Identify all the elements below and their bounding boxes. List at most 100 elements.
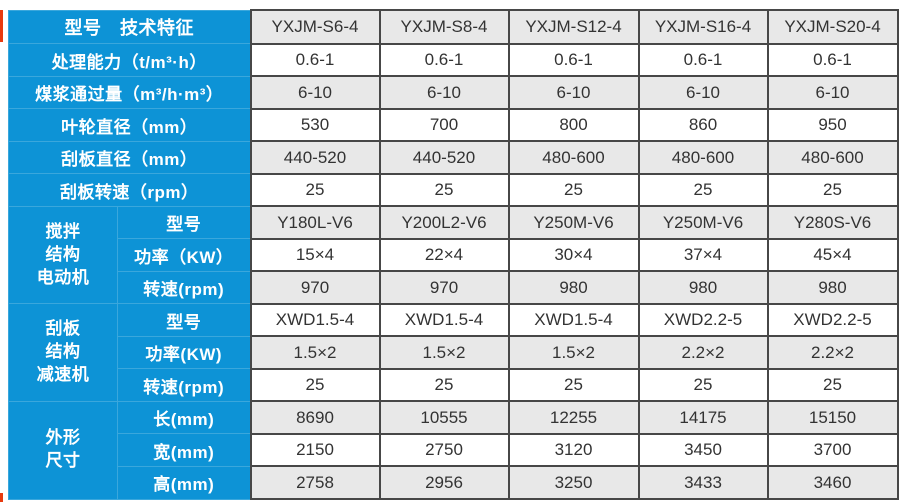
spec-value: 3700 [766, 432, 899, 468]
group-label-line: 尺寸 [45, 451, 81, 471]
spec-value: 0.6-1 [507, 42, 640, 78]
spec-value: 25 [637, 367, 769, 403]
table-row: 刮板 结构 减速机 型号 XWD1.5-4 XWD1.5-4 XWD1.5-4 … [8, 302, 899, 402]
spec-value: 15150 [766, 400, 899, 435]
spec-value: 440-520 [378, 140, 510, 175]
spec-value: 700 [378, 107, 510, 143]
group-label-line: 电动机 [36, 267, 90, 287]
row-label-motor-model: 型号 [117, 205, 251, 240]
spec-value: 970 [378, 270, 510, 305]
spec-value: 15×4 [249, 237, 381, 273]
spec-value: 6-10 [507, 75, 640, 110]
table-row: 高(mm) 2758 2956 3250 3433 3460 [9, 465, 899, 500]
spec-value: 0.6-1 [637, 42, 769, 78]
spec-value: Y180L-V6 [249, 205, 381, 240]
spec-table: 型号 技术特征 YXJM-S6-4 YXJM-S8-4 YXJM-S12-4 Y… [8, 9, 899, 500]
spec-value: 2956 [378, 465, 510, 500]
spec-value: 2.2×2 [637, 335, 769, 370]
spec-value: Y250M-V6 [637, 205, 769, 240]
spec-value: 2.2×2 [766, 335, 899, 370]
table-row: 叶轮直径（mm） 530 700 800 860 950 [8, 107, 899, 143]
spec-value: 3450 [637, 432, 769, 468]
row-label-throughput: 煤浆通过量（m³/h·m³） [8, 75, 251, 110]
group-label-line: 搅拌 [45, 221, 81, 241]
spec-value: 980 [637, 270, 769, 305]
model-header: YXJM-S8-4 [378, 9, 510, 45]
spec-value: 25 [507, 367, 640, 403]
group-label-line: 结构 [45, 342, 81, 362]
spec-value: 480-600 [507, 140, 640, 175]
table-row: 型号 技术特征 YXJM-S6-4 YXJM-S8-4 YXJM-S12-4 Y… [8, 9, 899, 45]
spec-value: Y250M-V6 [507, 205, 640, 240]
spec-value: 860 [637, 107, 769, 143]
spec-value: 14175 [637, 400, 769, 435]
row-label-scraper-diameter: 刮板直径（mm） [8, 140, 251, 175]
spec-value: 1.5×2 [378, 335, 510, 370]
spec-value: 1.5×2 [507, 335, 640, 370]
spec-value: 3120 [507, 432, 640, 468]
model-header: YXJM-S12-4 [507, 9, 640, 45]
group-label-overall-dimensions: 外形 尺寸 [8, 400, 118, 500]
group-label-line: 外形 [45, 428, 81, 448]
spec-value: 25 [507, 172, 640, 208]
spec-value: 25 [766, 172, 899, 208]
spec-value: 480-600 [637, 140, 769, 175]
table-row: 刮板转速（rpm） 25 25 25 25 25 [8, 172, 899, 208]
spec-value: 480-600 [766, 140, 899, 175]
table-row: 转速(rpm) 970 970 980 980 980 [9, 270, 899, 305]
table-row: 功率(KW) 1.5×2 1.5×2 1.5×2 2.2×2 2.2×2 [9, 335, 899, 370]
spec-value: 6-10 [378, 75, 510, 110]
spec-value: XWD1.5-4 [249, 302, 381, 338]
table-row: 转速(rpm) 25 25 25 25 25 [9, 367, 899, 403]
spec-value: 0.6-1 [378, 42, 510, 78]
spec-value: 6-10 [766, 75, 899, 110]
spec-value: 2150 [249, 432, 381, 468]
spec-value: 25 [766, 367, 899, 403]
spec-value: 3250 [507, 465, 640, 500]
group-label-line: 刮板 [45, 319, 81, 339]
row-label-reducer-power: 功率(KW) [117, 335, 251, 370]
row-label-scraper-speed: 刮板转速（rpm） [8, 173, 251, 207]
spec-value: 0.6-1 [766, 42, 899, 78]
feature-header-label: 型号 技术特征 [8, 9, 251, 45]
spec-value: 25 [249, 172, 381, 208]
model-header: YXJM-S16-4 [637, 9, 769, 45]
row-label-motor-power: 功率（KW） [117, 238, 251, 272]
row-label-length: 长(mm) [117, 400, 251, 435]
row-label-width: 宽(mm) [117, 433, 251, 467]
spec-value: XWD2.2-5 [766, 302, 899, 338]
table-row: 功率（KW） 15×4 22×4 30×4 37×4 45×4 [9, 237, 899, 273]
model-header: YXJM-S20-4 [766, 9, 899, 45]
spec-value: 440-520 [249, 140, 381, 175]
spec-value: 25 [378, 172, 510, 208]
spec-value: 25 [637, 172, 769, 208]
row-label-height: 高(mm) [117, 465, 251, 500]
group-label-scraper-reducer: 刮板 结构 减速机 [8, 303, 118, 402]
model-header: YXJM-S6-4 [249, 9, 381, 45]
row-label-reducer-model: 型号 [117, 303, 251, 337]
row-label-impeller-diameter: 叶轮直径（mm） [8, 108, 251, 142]
spec-value: Y200L2-V6 [378, 205, 510, 240]
table-row: 搅拌 结构 电动机 型号 Y180L-V6 Y200L2-V6 Y250M-V6… [8, 205, 899, 305]
spec-value: 1.5×2 [249, 335, 381, 370]
spec-value: XWD1.5-4 [507, 302, 640, 338]
red-accent-bottom [0, 493, 3, 502]
spec-value: 25 [378, 367, 510, 403]
spec-value: 2758 [249, 465, 381, 500]
spec-value: 3433 [637, 465, 769, 500]
spec-value: 25 [249, 367, 381, 403]
spec-value: 950 [766, 107, 899, 143]
spec-value: 45×4 [766, 237, 899, 273]
spec-value: 970 [249, 270, 381, 305]
spec-value: 800 [507, 107, 640, 143]
spec-value: Y280S-V6 [766, 205, 899, 240]
spec-value: 530 [249, 107, 381, 143]
spec-value: 8690 [249, 400, 381, 435]
row-label-motor-speed: 转速(rpm) [117, 270, 251, 305]
table-row: 处理能力（t/m³·h） 0.6-1 0.6-1 0.6-1 0.6-1 0.6… [8, 42, 899, 78]
group-label-line: 减速机 [36, 365, 90, 385]
spec-value: 6-10 [249, 75, 381, 110]
spec-value: 980 [766, 270, 899, 305]
spec-value: XWD2.2-5 [637, 302, 769, 338]
